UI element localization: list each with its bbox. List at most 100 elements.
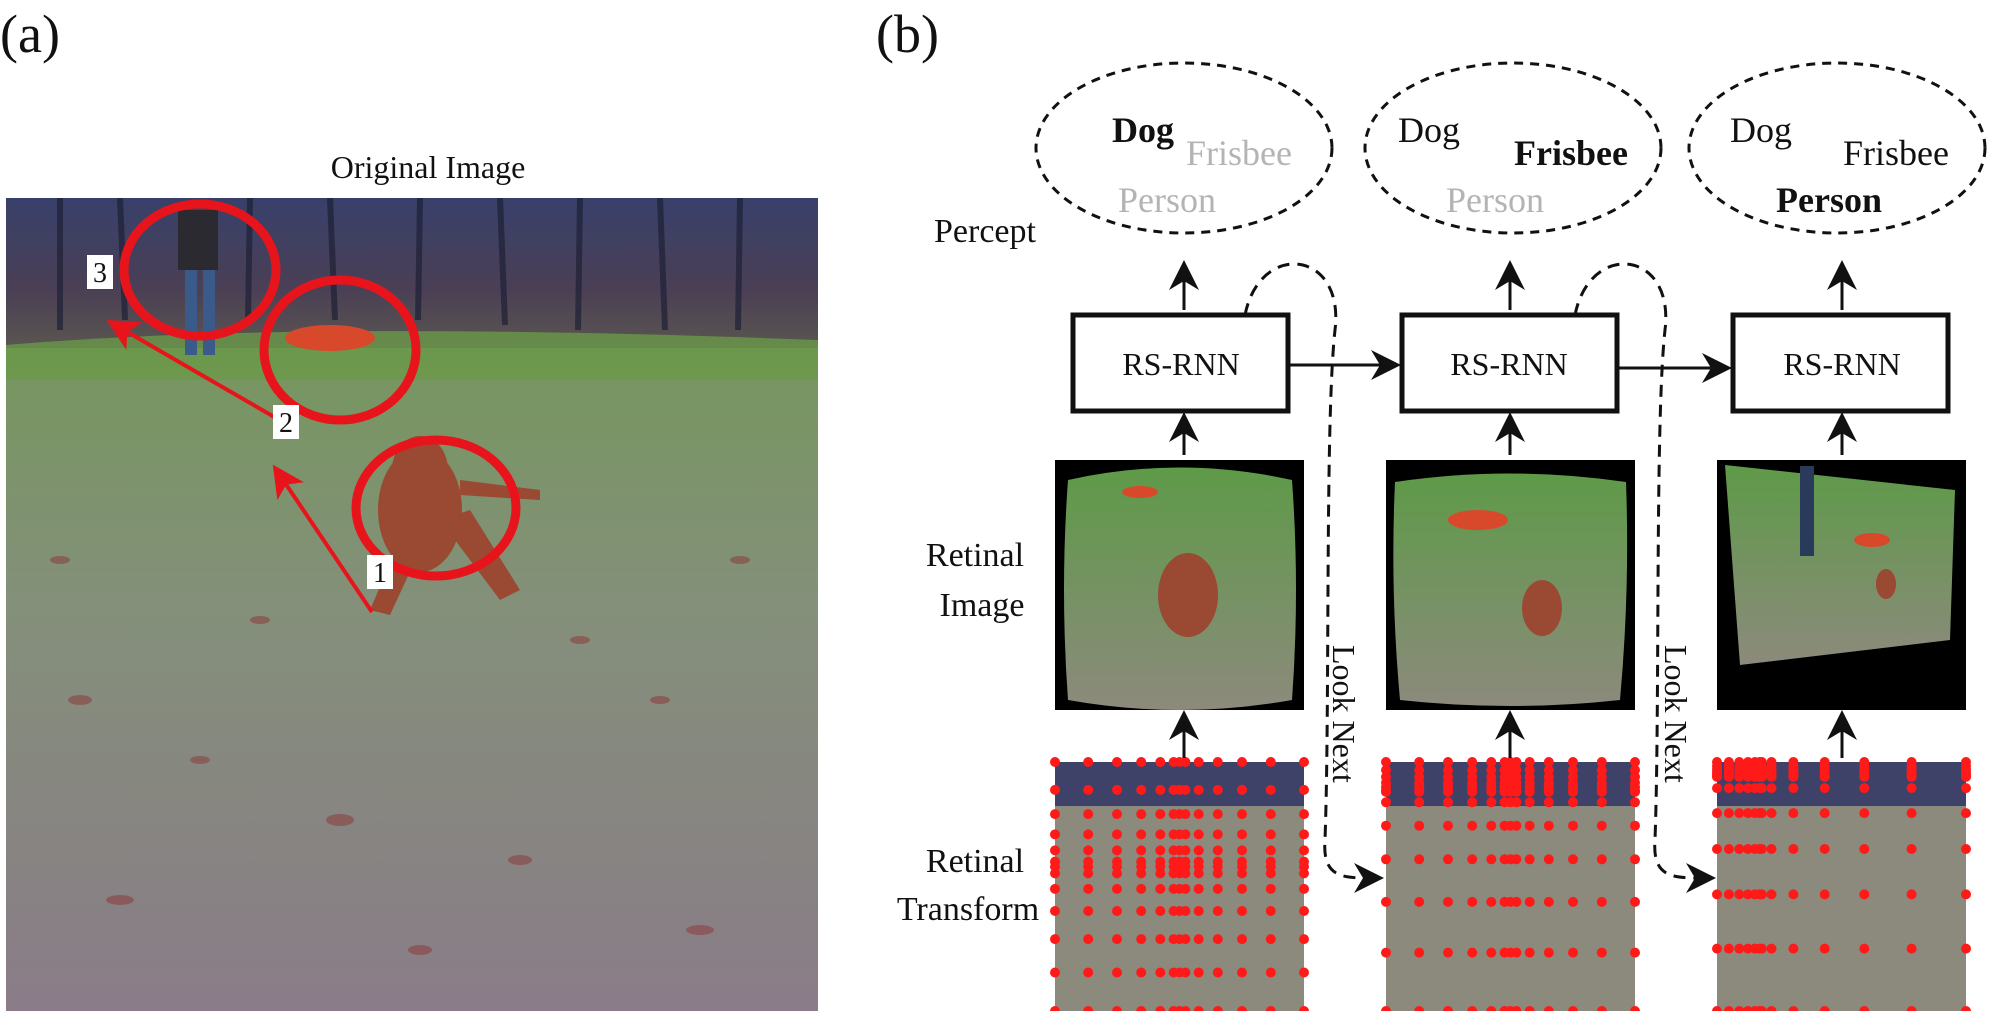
sample-dot [1180, 757, 1191, 767]
sample-dot [1180, 868, 1191, 879]
sample-dot [1906, 808, 1917, 819]
sample-dot [1136, 809, 1147, 820]
row-label-percept: Percept [934, 213, 1037, 250]
sample-dot [1524, 797, 1535, 808]
leaf-litter [50, 556, 750, 955]
sample-dot [1788, 1006, 1799, 1011]
percept-2-frisbee: Frisbee [1514, 133, 1628, 173]
retinal-transform-2 [1381, 757, 1640, 1011]
panel-a-label: (a) [0, 4, 60, 64]
sample-dot [1756, 783, 1767, 794]
sample-dot [1756, 808, 1767, 819]
sample-dot [1859, 771, 1870, 782]
percept-bubble-1: Dog Frisbee Person [1034, 61, 1334, 235]
sample-dot [1511, 765, 1522, 775]
sample-dot [1414, 854, 1425, 865]
sample-dot [1180, 809, 1191, 820]
sample-dot [1543, 765, 1554, 775]
sample-dot [1136, 906, 1147, 916]
sample-dot [1712, 889, 1722, 900]
sample-dot [1961, 808, 1971, 819]
frisbee-object [285, 325, 375, 351]
sample-dot [1212, 829, 1223, 840]
sample-dot [1237, 906, 1247, 916]
sample-dot [1630, 765, 1640, 775]
sample-dot [1155, 784, 1166, 795]
sample-dot [1788, 771, 1799, 782]
retinal-image-3 [1717, 460, 1966, 710]
sample-dot [1819, 943, 1830, 954]
sample-dot [1083, 1006, 1094, 1011]
sample-dot [1237, 1006, 1247, 1011]
sample-dot [1136, 934, 1147, 945]
sample-dot [1136, 845, 1147, 856]
sample-dot [1299, 868, 1309, 879]
sample-dot [1568, 947, 1578, 958]
sample-dot [1756, 1006, 1767, 1011]
sample-dot [1756, 889, 1767, 900]
sample-dot [1511, 896, 1522, 907]
sample-dot [1381, 947, 1391, 958]
tree-line [57, 198, 743, 331]
sample-dot [1083, 883, 1094, 894]
sample-dot [1414, 765, 1425, 775]
arrow-2-to-3 [106, 319, 278, 420]
sample-dot [1050, 829, 1060, 840]
look-next-label-1: Look Next [1326, 645, 1362, 783]
percept-3-dog: Dog [1730, 110, 1792, 150]
sample-dot [1467, 896, 1478, 907]
sample-dot [1743, 889, 1753, 900]
sample-dot [1193, 845, 1204, 856]
rnn-box-1 [1070, 312, 1291, 414]
sample-dot [1193, 829, 1204, 840]
sample-dot [1212, 809, 1223, 820]
sample-dot [1112, 757, 1122, 767]
sample-dot [1766, 943, 1777, 954]
sample-dot [1414, 757, 1425, 767]
sample-dot [1596, 765, 1607, 775]
sample-dot [1568, 896, 1578, 907]
sample-dot [1524, 820, 1535, 831]
sample-dot [1543, 896, 1554, 907]
gaze-path [106, 319, 374, 614]
sample-dot [1486, 1006, 1497, 1011]
sample-dot [1050, 757, 1060, 767]
sample-dot [1050, 809, 1060, 820]
sample-dot [1486, 797, 1497, 808]
sample-dot [1136, 757, 1147, 767]
sample-dot [1414, 786, 1425, 797]
sample-dot [1486, 854, 1497, 865]
sample-dot [1766, 1006, 1777, 1011]
panel-b-label: (b) [876, 4, 939, 64]
sample-dot [1596, 797, 1607, 808]
sample-dot [1712, 808, 1722, 819]
sample-dot [1299, 845, 1309, 856]
sample-dot [1155, 934, 1166, 945]
svg-text:1: 1 [373, 558, 387, 589]
sample-dot [1756, 771, 1767, 782]
row-label-retinal-transform-1: Retinal [926, 843, 1024, 880]
step-badge-3: 3 [87, 255, 113, 289]
sample-dot [1265, 845, 1276, 856]
arrow-1-to-2 [272, 464, 374, 614]
sample-dot [1050, 934, 1060, 945]
sample-dot [1112, 1006, 1122, 1011]
sample-dot [1112, 784, 1122, 795]
sample-dot [1630, 947, 1640, 958]
sample-dot [1486, 786, 1497, 797]
sample-dot [1083, 829, 1094, 840]
focus-circle-2 [259, 275, 421, 425]
sample-dot [1212, 934, 1223, 945]
sample-dot [1050, 906, 1060, 916]
sample-dot [1193, 757, 1204, 767]
sample-grid-1 [1050, 757, 1309, 1011]
rnn-box-3 [1730, 312, 1951, 414]
sample-dot [1467, 947, 1478, 958]
sample-dot [1467, 786, 1478, 797]
sample-dot [1906, 771, 1917, 782]
rnn-label-3: RS-RNN [1783, 346, 1900, 382]
sample-dot [1155, 868, 1166, 879]
sample-dot [1906, 783, 1917, 794]
sample-dot [1237, 845, 1247, 856]
focus-circle-1 [351, 435, 521, 581]
